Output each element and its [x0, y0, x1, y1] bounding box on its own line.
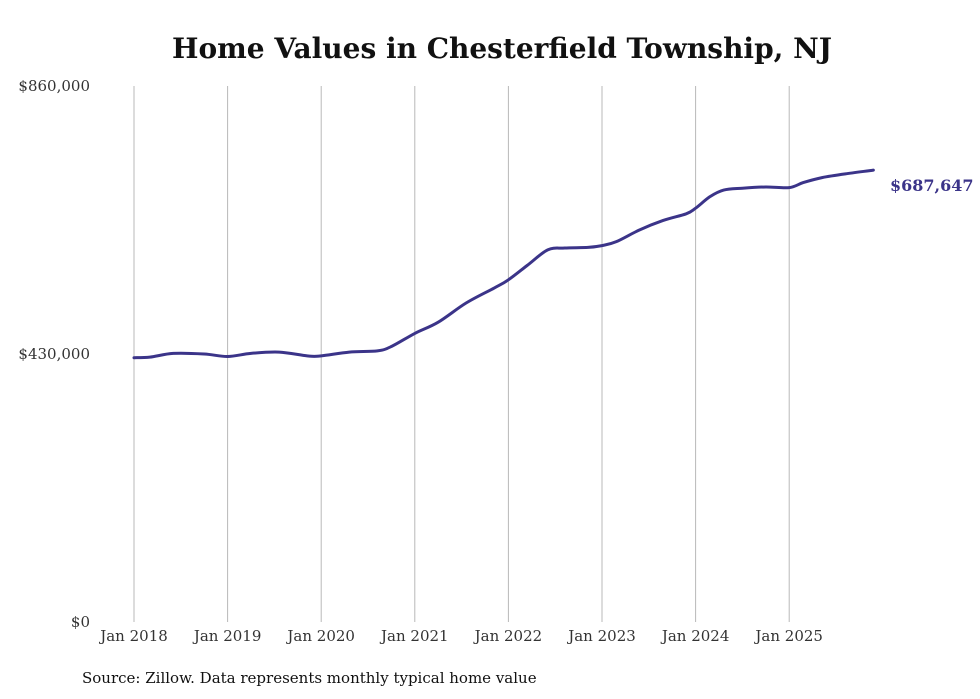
chart-title: Home Values in Chesterfield Township, NJ — [172, 32, 832, 65]
source-note: Source: Zillow. Data represents monthly … — [82, 669, 537, 687]
y-tick-label: $430,000 — [18, 345, 90, 363]
end-value-label: $687,647 — [890, 176, 974, 195]
x-axis-ticks: Jan 2018 Jan 2019 Jan 2020 Jan 2021 Jan 2022… — [98, 627, 823, 645]
y-axis-ticks: $0 $430,000 $860,000 — [18, 77, 90, 631]
x-tick-label: Jan 2025 — [753, 627, 823, 645]
x-tick-label: Jan 2018 — [98, 627, 168, 645]
y-tick-label: $860,000 — [18, 77, 90, 95]
grid-lines — [133, 86, 790, 622]
y-tick-label: $0 — [71, 613, 90, 631]
x-tick-label: Jan 2021 — [379, 627, 449, 645]
x-tick-label: Jan 2022 — [473, 627, 543, 645]
x-tick-label: Jan 2019 — [192, 627, 262, 645]
x-tick-label: Jan 2020 — [285, 627, 355, 645]
x-tick-label: Jan 2024 — [660, 627, 730, 645]
series-line-home-value — [132, 168, 875, 360]
x-tick-label: Jan 2023 — [566, 627, 636, 645]
